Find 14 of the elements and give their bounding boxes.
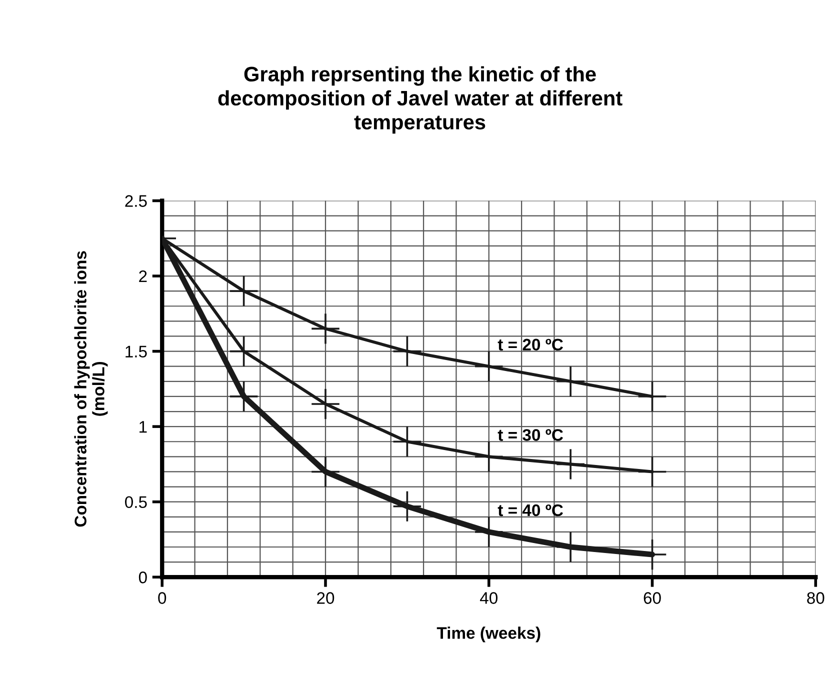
x-tick-label: 0: [158, 592, 166, 604]
y-tick-label: 1.5: [126, 346, 147, 358]
chart-title: Graph reprsenting the kinetic of the decomposition of Javel water at different temperatures: [218, 66, 622, 134]
x-axis-title: Time (weeks): [436, 626, 540, 642]
x-tick-label: 40: [480, 592, 498, 604]
y-tick-label: 0: [138, 572, 147, 584]
y-tick-label: 1: [140, 421, 147, 433]
x-tick-label: 20: [317, 592, 334, 604]
y-axis-title: Concentration of hypochlorite ions (mol/L): [74, 251, 108, 527]
x-tick-label: 80: [807, 592, 824, 604]
x-tick-label: 60: [644, 592, 661, 604]
y-tick-label: 2: [139, 270, 147, 282]
y-tick-label: 0.5: [125, 496, 147, 508]
y-tick-label: 2.5: [125, 195, 147, 207]
